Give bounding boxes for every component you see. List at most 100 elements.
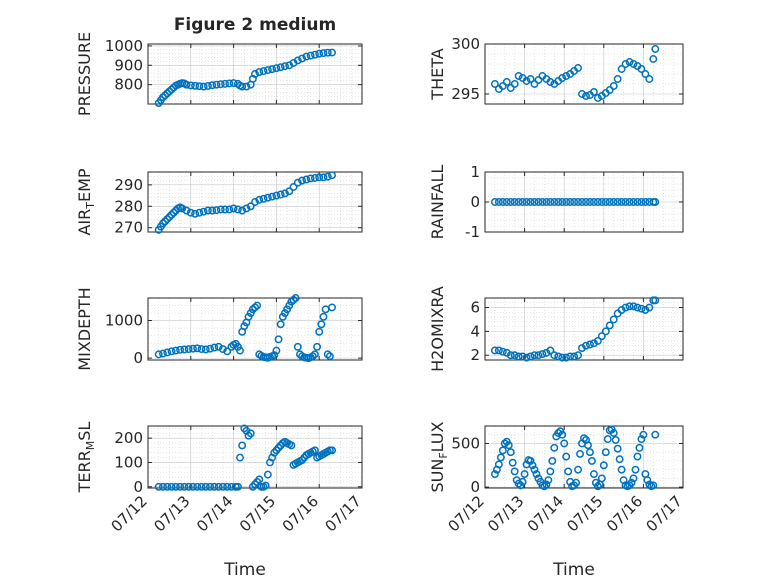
data-point	[182, 206, 191, 215]
data-point	[328, 171, 336, 180]
data-point	[526, 75, 535, 83]
y-tick-label: 6	[470, 299, 480, 317]
y-tick-label: 800	[114, 76, 143, 94]
subplot-rainfall: -1 0 1 RAINFALL	[428, 163, 684, 241]
data-point	[617, 65, 626, 73]
data-point	[494, 198, 503, 206]
axes-box	[484, 425, 684, 489]
x-tick-label: 07/16	[279, 492, 322, 535]
data-point	[238, 441, 247, 450]
data-point	[206, 482, 215, 491]
data-point	[310, 446, 319, 455]
y-tick-label: 0	[133, 349, 143, 367]
data-point	[233, 205, 242, 214]
data-point	[649, 481, 658, 490]
data-point	[208, 206, 217, 215]
data-point	[518, 198, 527, 206]
data-point	[221, 205, 229, 214]
data-point	[593, 94, 602, 102]
data-point	[293, 178, 302, 187]
data-point	[310, 174, 319, 182]
data-point	[625, 58, 634, 66]
data-point	[199, 207, 208, 216]
data-point	[593, 482, 602, 491]
data-point	[645, 480, 654, 489]
y-axis-label: SUNFLUX	[428, 421, 450, 492]
data-point	[498, 82, 507, 90]
data-point	[613, 444, 622, 453]
y-tick-label: 280	[114, 197, 143, 215]
data-point	[520, 470, 529, 478]
data-point	[490, 346, 499, 355]
data-point	[203, 82, 212, 90]
data-point	[490, 470, 499, 478]
data-point	[317, 320, 326, 329]
data-point	[502, 78, 511, 86]
data-point	[206, 344, 215, 353]
data-point	[188, 482, 197, 491]
axes-box	[147, 171, 363, 233]
data-point	[161, 217, 170, 226]
data-point	[242, 82, 251, 91]
y-tick-label: 200	[114, 429, 143, 447]
data-point	[562, 72, 571, 80]
data-point	[154, 482, 163, 491]
y-tick-label: 1000	[105, 37, 143, 55]
x-tick-label: 07/14	[524, 492, 567, 535]
data-point	[584, 441, 592, 450]
y-axis-label: PRESSURE	[75, 32, 94, 116]
data-point	[268, 192, 277, 201]
data-point	[534, 76, 543, 84]
data-point	[188, 344, 197, 353]
data-point	[208, 81, 217, 90]
data-point	[176, 345, 185, 354]
data-point	[255, 475, 264, 484]
data-point	[627, 478, 636, 487]
subplot-h2omixra: 2 4 6 H2OMIXRA	[428, 286, 684, 372]
data-point	[313, 342, 322, 351]
data-point	[526, 198, 535, 206]
y-tick-label: 4	[470, 322, 480, 340]
data-point	[597, 474, 606, 483]
data-point	[325, 352, 334, 361]
data-point	[182, 80, 191, 89]
x-tick-label: 07/17	[322, 492, 365, 535]
data-point	[542, 198, 551, 206]
data-point	[554, 429, 563, 437]
data-point	[178, 204, 187, 213]
data-point	[582, 198, 590, 206]
data-point	[490, 198, 499, 206]
data-point	[319, 173, 328, 182]
y-tick-label: 500	[451, 434, 480, 452]
data-point	[617, 465, 626, 474]
axes-box	[484, 297, 684, 361]
data-point	[637, 304, 646, 313]
x-tick-label: 07/12	[445, 492, 488, 535]
data-point	[578, 90, 586, 98]
data-point	[651, 430, 660, 439]
data-point	[201, 482, 210, 491]
data-point	[574, 64, 583, 72]
data-point	[587, 456, 596, 465]
data-point	[281, 189, 289, 198]
data-point	[315, 49, 324, 58]
data-point	[498, 446, 507, 455]
data-point	[154, 350, 163, 359]
data-point	[633, 452, 642, 461]
figure-title: Figure 2 medium	[174, 15, 336, 35]
data-point	[500, 439, 509, 448]
data-point	[195, 82, 204, 91]
data-point	[605, 198, 614, 206]
data-point	[199, 82, 208, 91]
x-tick-label: 07/13	[150, 492, 193, 535]
y-tick-label: 100	[114, 453, 143, 471]
data-point	[255, 195, 264, 204]
data-point	[613, 198, 622, 206]
data-point	[161, 91, 170, 100]
data-point	[498, 347, 507, 356]
data-point	[629, 60, 638, 68]
data-point	[651, 296, 660, 305]
data-point	[165, 87, 174, 96]
